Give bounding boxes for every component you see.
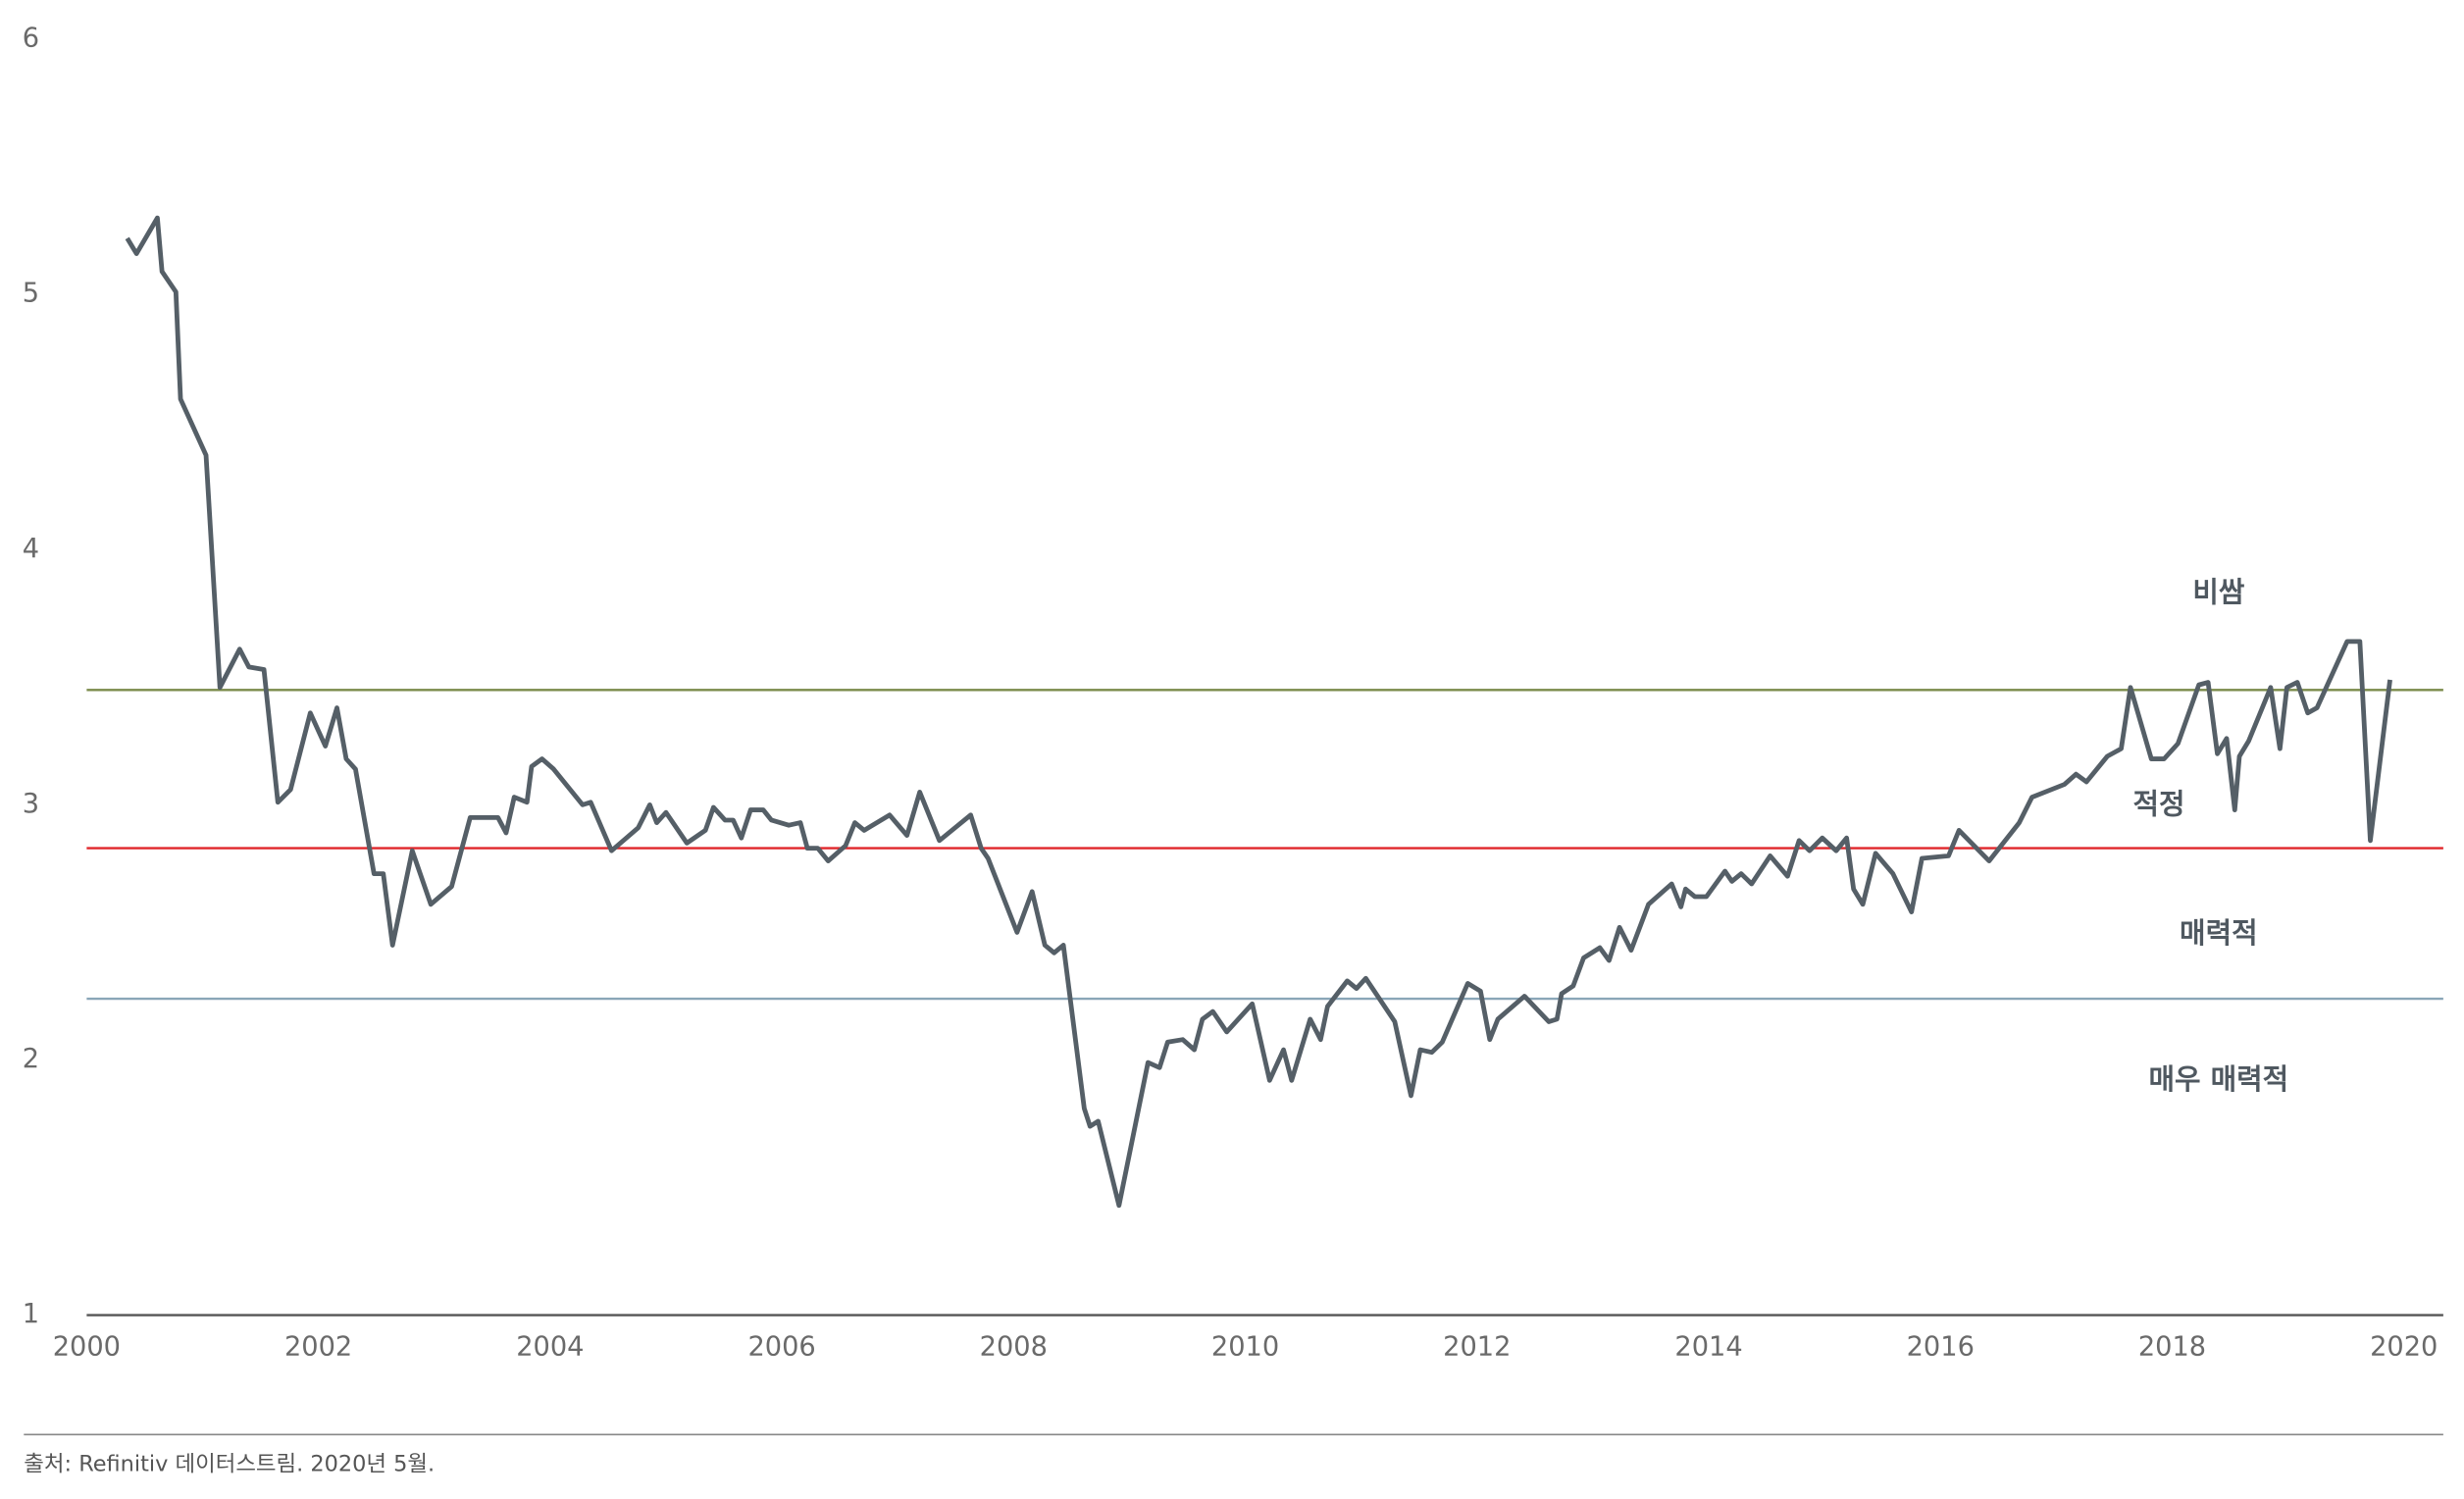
- y-tick-label: 4: [23, 534, 39, 564]
- zone-label: 매우 매력적: [2149, 1062, 2289, 1096]
- x-tick-label: 2000: [53, 1332, 121, 1363]
- y-tick-label: 1: [23, 1299, 39, 1329]
- x-tick-label: 2014: [1674, 1332, 1742, 1363]
- x-tick-label: 2004: [516, 1332, 584, 1363]
- x-tick-label: 2020: [2370, 1332, 2438, 1363]
- data-line: [125, 215, 2392, 1209]
- x-tick-label: 2008: [980, 1332, 1048, 1363]
- zone-label: 매력적: [2180, 916, 2258, 950]
- y-tick-label: 3: [23, 789, 39, 819]
- y-tick-label: 5: [23, 279, 39, 309]
- x-tick-label: 2006: [747, 1332, 815, 1363]
- zone-label: 비쌈: [2192, 575, 2244, 608]
- zone-label: 적정: [2132, 788, 2184, 821]
- y-tick-label: 2: [23, 1044, 39, 1074]
- x-tick-label: 2018: [2138, 1332, 2206, 1363]
- x-tick-label: 2002: [284, 1332, 352, 1363]
- source-note: 출처: Refinitiv 데이터스트림. 2020년 5월.: [24, 1451, 435, 1476]
- x-tick-label: 2010: [1211, 1332, 1279, 1363]
- y-tick-label: 6: [23, 24, 39, 54]
- x-tick-label: 2016: [1907, 1332, 1975, 1363]
- x-tick-label: 2012: [1443, 1332, 1511, 1363]
